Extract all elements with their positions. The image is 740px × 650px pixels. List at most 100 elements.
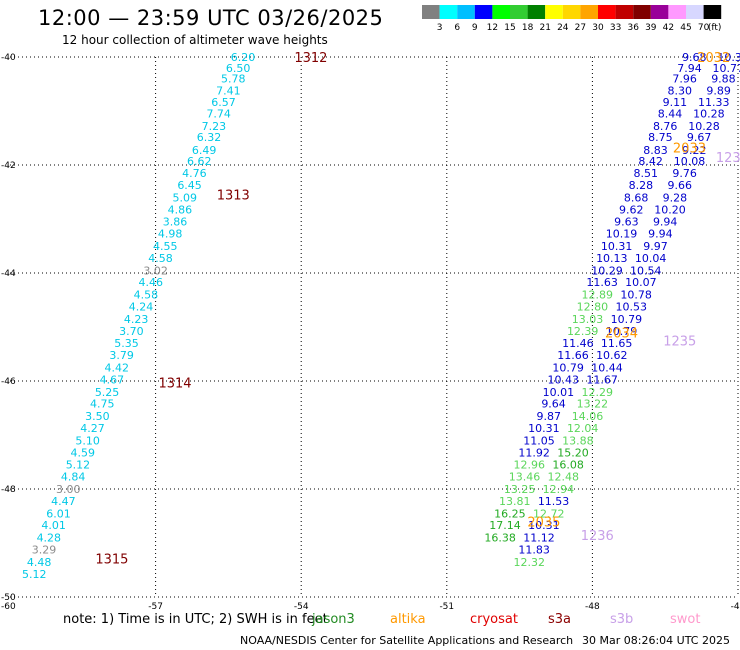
- x-tick-label: -51: [439, 602, 454, 612]
- swh-value-label: 10.13: [596, 252, 628, 265]
- swh-value-label: 9.11: [663, 96, 688, 109]
- pass-number-label: 1235: [663, 335, 696, 350]
- colorbar-tick-label: 70: [698, 23, 710, 33]
- pass-number-label: 1236: [581, 529, 614, 544]
- swh-value-label: 16.25: [494, 507, 526, 520]
- colorbar-swatch: [439, 5, 458, 19]
- grid: [10, 56, 739, 598]
- swh-value-label: 11.53: [538, 495, 570, 508]
- colorbar-tick-label: 33: [610, 23, 621, 33]
- swh-value-label: 5.25: [95, 386, 120, 399]
- swh-value-label: 8.83: [643, 144, 668, 157]
- swh-value-label: 12.39: [567, 325, 599, 338]
- swh-value-label: 11.92: [518, 446, 550, 459]
- colorbar-swatch: [668, 5, 686, 19]
- swh-value-label: 5.12: [66, 459, 91, 472]
- pass-number-label: 1312: [294, 51, 327, 66]
- y-tick-label: -46: [1, 377, 16, 387]
- swh-value-label: 4.47: [51, 495, 76, 508]
- swh-value-label: 11.67: [586, 373, 618, 386]
- swh-value-label: 6.57: [211, 96, 236, 109]
- pass-number-label: 1314: [158, 377, 191, 392]
- colorbar-swatch: [422, 5, 440, 19]
- page-title: 12:00 — 23:59 UTC 03/26/2025: [38, 6, 384, 30]
- swh-value-label: 9.64: [541, 398, 566, 411]
- swh-value-label: 10.01: [543, 386, 575, 399]
- swh-value-label: 6.01: [46, 507, 71, 520]
- swh-value-label: 4.58: [148, 252, 173, 265]
- swh-value-label: 3.02: [143, 264, 168, 277]
- swh-value-label: 12.89: [582, 289, 614, 302]
- swh-value-label: 4.48: [27, 556, 52, 569]
- x-tick-label: -54: [294, 602, 309, 612]
- swh-value-label: 9.76: [672, 167, 697, 180]
- swh-value-label: 11.33: [698, 96, 730, 109]
- colorbar: 3 6 9 12 15 18 21 24 27 30 33 36 39 42 45 70(ft): [422, 5, 721, 33]
- swh-value-label: 12.72: [533, 507, 565, 520]
- swh-value-label: 8.68: [624, 191, 649, 204]
- swh-value-label: 11.63: [586, 276, 618, 289]
- satellite-label-cryosat: cryosat: [470, 612, 518, 627]
- swh-value-label: 10.43: [548, 373, 580, 386]
- colorbar-swatch: [457, 5, 475, 19]
- swh-value-label: 13.46: [509, 471, 541, 484]
- swh-value-label: 6.50: [226, 62, 251, 75]
- swh-value-label: 6.45: [177, 179, 202, 192]
- x-tick-label: -57: [148, 602, 163, 612]
- pass-number-label: 2035: [527, 515, 560, 530]
- swh-value-label: 6.62: [187, 155, 212, 168]
- pass-labels: 1312 1313 1314 1315 2032 2033 2034 2035 123 1235 1…: [95, 51, 740, 568]
- swh-value-label: 6.49: [192, 144, 217, 157]
- swh-value-label: 5.10: [75, 434, 100, 447]
- swh-value-label: 4.01: [41, 519, 66, 532]
- swh-value-label: 10.79: [606, 325, 638, 338]
- swh-value-label: 11.46: [562, 337, 594, 350]
- swh-value-label: 10.31: [601, 240, 633, 253]
- swh-value-label: 12.80: [577, 300, 609, 313]
- colorbar-tick-label: 18: [522, 23, 534, 33]
- swh-value-label: 10.28: [693, 108, 725, 121]
- swh-value-label: 16.38: [484, 532, 516, 545]
- swh-value-label: 4.84: [61, 471, 86, 484]
- colorbar-unit: (ft): [708, 23, 722, 33]
- swh-value-label: 7.94: [677, 62, 702, 75]
- colorbar-swatch: [633, 5, 651, 19]
- swh-value-label: 4.59: [71, 446, 96, 459]
- swh-value-label: 10.20: [654, 203, 686, 216]
- swh-value-label: 4.28: [37, 532, 62, 545]
- pass-number-label: 1315: [95, 553, 128, 568]
- colorbar-tick-label: 15: [504, 23, 515, 33]
- swh-value-label: 11.12: [523, 532, 555, 545]
- footer-credit: NOAA/NESDIS Center for Satellite Applica…: [240, 634, 574, 647]
- swh-value-label: 11.65: [601, 337, 633, 350]
- swh-value-label: 17.14: [489, 519, 521, 532]
- colorbar-tick-label: 24: [557, 23, 569, 33]
- colorbar-tick-label: 6: [454, 23, 460, 33]
- satellite-label-swot: swot: [670, 612, 701, 627]
- swh-value-label: 4.67: [100, 373, 125, 386]
- swh-value-label: 10.28: [688, 120, 720, 133]
- satellite-label-s3b: s3b: [610, 612, 634, 627]
- swh-value-label: 4.46: [138, 276, 163, 289]
- swh-value-label: 12.96: [514, 459, 546, 472]
- swh-value-label: 3.00: [56, 483, 81, 496]
- swh-value-label: 4.42: [105, 362, 130, 375]
- swh-value-label: 5.35: [114, 337, 139, 350]
- swh-value-label: 5.78: [221, 73, 246, 86]
- swh-value-label: 9.62: [619, 203, 644, 216]
- swh-value-label: 11.83: [518, 543, 550, 556]
- swh-value-label: 8.42: [638, 155, 663, 168]
- swh-value-label: 9.87: [536, 410, 561, 423]
- page-subtitle: 12 hour collection of altimeter wave hei…: [62, 33, 328, 47]
- swh-value-label: 8.30: [668, 84, 693, 97]
- swh-value-label: 10.08: [674, 155, 706, 168]
- colorbar-tick-label: 30: [592, 23, 604, 33]
- swh-value-label: 4.24: [129, 300, 154, 313]
- swh-value-label: 8.28: [629, 179, 654, 192]
- colorbar-swatch: [580, 5, 598, 19]
- swh-value-label: 13.25: [504, 483, 536, 496]
- pass-number-label: 2032: [697, 51, 730, 66]
- swh-value-label: 10.53: [615, 300, 647, 313]
- swh-value-label: 4.23: [124, 313, 149, 326]
- swh-value-label: 10.29: [591, 264, 623, 277]
